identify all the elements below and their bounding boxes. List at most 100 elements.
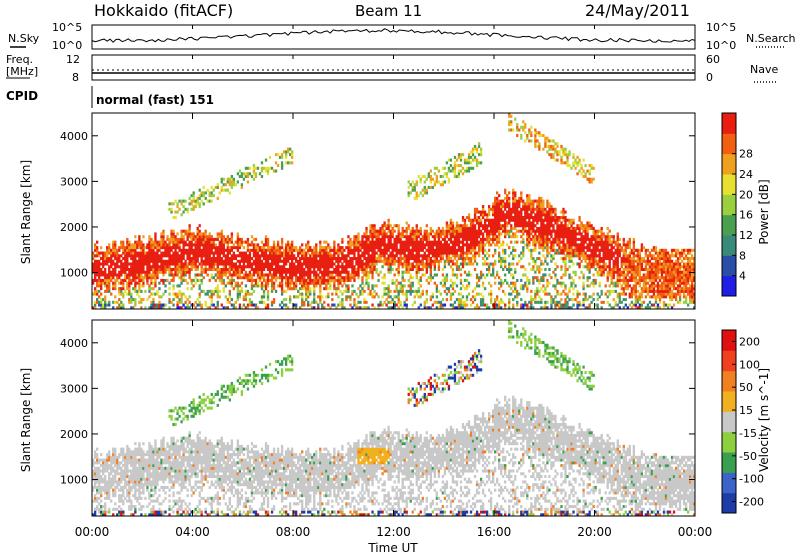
- power-cell: [234, 183, 238, 187]
- power-cell: [180, 273, 183, 277]
- power-cell: [411, 246, 414, 250]
- power-cell: [375, 240, 378, 244]
- power-cell: [307, 273, 310, 277]
- power-cell: [494, 229, 497, 233]
- power-cell: [451, 284, 455, 288]
- power-cell: [415, 191, 418, 195]
- power-cell: [461, 166, 465, 170]
- power-cell: [560, 284, 563, 288]
- power-cell: [544, 136, 547, 140]
- power-cell: [194, 267, 197, 272]
- power-cell: [409, 237, 412, 241]
- power-cell: [554, 142, 557, 146]
- power-cell: [526, 246, 529, 250]
- power-cell: [564, 161, 567, 165]
- power-cell: [260, 161, 264, 165]
- power-cell: [160, 295, 163, 299]
- power-cell: [496, 218, 499, 222]
- power-cell: [373, 257, 376, 261]
- power-cell: [435, 287, 439, 291]
- power-cell: [192, 262, 195, 266]
- power-cell: [104, 257, 107, 261]
- power-cell: [550, 243, 553, 247]
- power-cell: [381, 229, 384, 233]
- power-cell: [467, 237, 471, 241]
- power-cell: [156, 243, 159, 247]
- power-cell: [293, 265, 296, 269]
- power-cell: [260, 166, 264, 170]
- power-cell: [393, 289, 396, 293]
- power-cell: [238, 267, 242, 272]
- power-cell: [297, 262, 300, 266]
- power-cell: [469, 298, 473, 302]
- power-cell: [417, 174, 420, 179]
- power-cell: [311, 278, 314, 282]
- power-cell: [134, 259, 137, 263]
- power-cell: [254, 270, 258, 274]
- power-cell: [180, 262, 183, 266]
- power-cell: [290, 273, 294, 277]
- power-cell: [463, 229, 467, 233]
- power-cell: [94, 276, 97, 280]
- power-cell: [258, 257, 262, 261]
- power-cell: [383, 292, 386, 296]
- power-cell: [208, 248, 211, 252]
- power-cell: [542, 243, 545, 247]
- power-cell: [272, 169, 276, 173]
- power-cell: [496, 202, 499, 206]
- power-cell: [94, 259, 97, 263]
- power-cell: [112, 284, 115, 288]
- power-cell: [467, 226, 471, 230]
- power-cell: [240, 174, 244, 179]
- power-cell: [180, 240, 183, 244]
- power-cell: [568, 221, 571, 225]
- power-cell: [184, 207, 187, 211]
- power-cell: [494, 216, 497, 220]
- power-cell: [114, 287, 117, 291]
- power-cell: [441, 229, 445, 233]
- power-cell: [154, 262, 157, 266]
- power-cell: [240, 237, 244, 241]
- power-cell: [365, 226, 368, 230]
- power-cell: [230, 267, 233, 272]
- power-cell: [379, 237, 382, 241]
- power-cell: [182, 303, 185, 307]
- power-cell: [180, 295, 183, 299]
- power-cell: [345, 276, 348, 280]
- power-cell: [222, 306, 225, 309]
- power-cell: [479, 153, 483, 157]
- power-cell: [188, 243, 191, 247]
- power-cell: [419, 254, 422, 258]
- power-cell: [162, 246, 165, 250]
- power-cell: [387, 257, 390, 261]
- power-cell: [220, 246, 223, 250]
- power-cell: [343, 306, 346, 309]
- power-cell: [256, 262, 260, 266]
- power-cell: [288, 273, 292, 277]
- power-cell: [303, 270, 306, 274]
- power-cell: [210, 295, 213, 299]
- power-cell: [361, 306, 364, 309]
- power-cell: [248, 292, 252, 296]
- power-cell: [534, 262, 537, 266]
- power-cell: [564, 248, 567, 252]
- power-cell: [403, 300, 406, 304]
- power-cell: [236, 292, 240, 296]
- power-cell: [305, 251, 308, 255]
- power-cell: [136, 254, 139, 258]
- power-cell: [550, 216, 553, 220]
- power-cell: [498, 226, 501, 230]
- power-cell: [574, 158, 577, 162]
- power-cell: [459, 287, 463, 291]
- power-cell: [136, 276, 139, 280]
- power-cell: [172, 235, 175, 239]
- power-cell: [152, 262, 155, 266]
- power-cell: [126, 237, 129, 241]
- power-cell: [112, 243, 115, 247]
- power-cell: [359, 267, 362, 272]
- power-cell: [455, 224, 459, 228]
- power-cell: [530, 232, 533, 236]
- power-cell: [447, 237, 451, 241]
- power-cell: [431, 177, 434, 181]
- power-cell: [148, 243, 151, 247]
